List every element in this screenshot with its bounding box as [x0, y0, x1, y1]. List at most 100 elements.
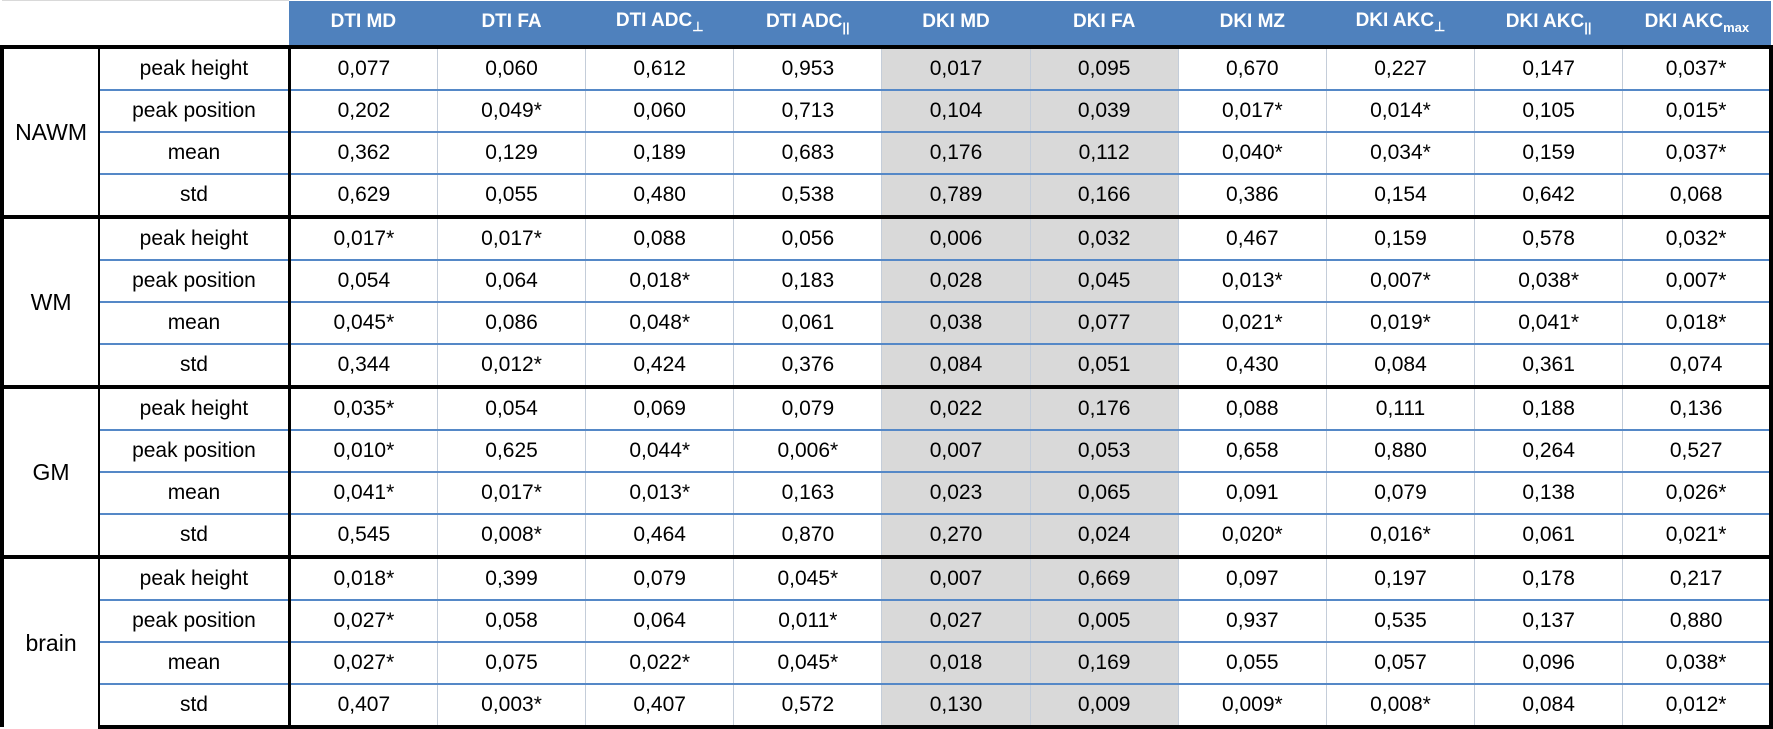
value-cell: 0,054: [436, 385, 586, 430]
table-row: GM peak height 0,035* 0,054 0,069 0,079 0,022 0…: [0, 385, 1773, 557]
table-row: mean 0,045* 0,086 0,048* 0,061 0,038 0,077 0,02…: [2, 301, 1773, 344]
value-cell: 0,045*: [733, 555, 882, 600]
value-cell: 0,166: [1029, 173, 1179, 217]
value-cell: 0,084: [881, 343, 1031, 387]
value-cell: 0,880: [1325, 429, 1475, 472]
value-cell: 0,007: [881, 555, 1031, 600]
value-cell: 0,169: [1029, 641, 1179, 684]
value-cell: 0,104: [881, 89, 1031, 132]
value-cell: 0,018*: [585, 259, 734, 302]
value-cell: 0,129: [436, 131, 586, 174]
value-cell: 0,578: [1474, 215, 1623, 260]
value-cell: 0,713: [733, 89, 882, 132]
value-cell: 0,053: [1029, 429, 1179, 472]
value-cell: 0,027*: [288, 641, 438, 684]
column-header-subscript: ||: [842, 19, 850, 35]
column-header-label: DKI MZ: [1219, 10, 1286, 32]
value-cell: 0,527: [1622, 429, 1773, 472]
value-cell: 0,045: [1029, 259, 1179, 302]
column-header: DKI AKC⊥: [1326, 0, 1475, 49]
value-cell: 0,097: [1177, 555, 1327, 600]
value-cell: 0,538: [733, 173, 882, 217]
value-cell: 0,163: [733, 471, 882, 514]
value-cell: 0,020*: [1177, 513, 1327, 557]
value-cell: 0,683: [733, 131, 882, 174]
value-cell: 0,572: [733, 683, 882, 729]
measure-cell: peak height: [99, 385, 291, 430]
column-header-label: DTI ADC: [766, 10, 843, 32]
column-header: DKI AKC||: [1474, 0, 1623, 49]
column-header: DTI ADC⊥: [585, 0, 734, 49]
column-header-subscript: max: [1723, 19, 1750, 35]
column-header-label: DKI FA: [1073, 10, 1136, 32]
value-cell: 0,464: [585, 513, 734, 557]
value-cell: 0,202: [288, 89, 438, 132]
value-cell: 0,084: [1325, 343, 1475, 387]
column-header-label: DTI ADC: [615, 10, 693, 32]
value-cell: 0,006: [881, 215, 1031, 260]
value-cell: 0,060: [436, 45, 586, 90]
measure-cell: mean: [99, 641, 291, 684]
value-cell: 0,045*: [733, 641, 882, 684]
value-cell: 0,091: [1177, 471, 1327, 514]
table-row: mean 0,362 0,129 0,189 0,683 0,176 0,112 0,040*…: [2, 131, 1773, 174]
table-row: peak position 0,054 0,064 0,018* 0,183 0,028 0…: [2, 259, 1773, 302]
value-cell: 0,399: [436, 555, 586, 600]
value-cell: 0,007*: [1622, 259, 1773, 302]
value-cell: 0,037*: [1622, 131, 1773, 174]
table-row: brain peak height 0,018* 0,399 0,079 0,045* 0,…: [0, 555, 1773, 727]
region-cell: brain: [0, 555, 101, 727]
value-cell: 0,075: [436, 641, 586, 684]
table-row: mean 0,041* 0,017* 0,013* 0,163 0,023 0,065 0,0…: [2, 471, 1773, 514]
table-row: peak position 0,010* 0,625 0,044* 0,006* 0,00…: [2, 429, 1773, 472]
value-cell: 0,189: [585, 131, 734, 174]
measure-cell: peak position: [99, 599, 291, 642]
value-cell: 0,017*: [1177, 89, 1327, 132]
value-cell: 0,027*: [288, 599, 438, 642]
value-cell: 0,061: [1474, 513, 1623, 557]
measure-cell: std: [99, 173, 291, 217]
value-cell: 0,008*: [436, 513, 586, 557]
value-cell: 0,009*: [1177, 683, 1327, 729]
value-cell: 0,013*: [1177, 259, 1327, 302]
value-cell: 0,005: [1029, 599, 1179, 642]
value-cell: 0,376: [733, 343, 882, 387]
measure-cell: mean: [99, 131, 291, 174]
value-cell: 0,003*: [436, 683, 586, 729]
value-cell: 0,870: [733, 513, 882, 557]
table-row: std 0,344 0,012* 0,424 0,376 0,084 0,051 0,430 0…: [2, 343, 1773, 387]
value-cell: 0,040*: [1177, 131, 1327, 174]
value-cell: 0,188: [1474, 385, 1623, 430]
measure-cell: peak position: [99, 89, 291, 132]
value-cell: 0,069: [585, 385, 734, 430]
value-cell: 0,467: [1177, 215, 1327, 260]
value-cell: 0,084: [1474, 683, 1623, 729]
value-cell: 0,045*: [288, 301, 438, 344]
value-cell: 0,007*: [1325, 259, 1475, 302]
column-header-subscript: ⊥: [1434, 19, 1446, 35]
table-row: std 0,545 0,008* 0,464 0,870 0,270 0,024 0,020*…: [2, 513, 1773, 557]
value-cell: 0,430: [1177, 343, 1327, 387]
value-cell: 0,038*: [1474, 259, 1623, 302]
value-cell: 0,018: [881, 641, 1031, 684]
value-cell: 0,136: [1622, 385, 1773, 430]
value-cell: 0,079: [585, 555, 734, 600]
value-cell: 0,017*: [436, 471, 586, 514]
column-header-label: DKI AKC: [1505, 10, 1585, 32]
value-cell: 0,023: [881, 471, 1031, 514]
value-cell: 0,034*: [1325, 131, 1475, 174]
column-header: DTI MD: [289, 0, 438, 49]
value-cell: 0,138: [1474, 471, 1623, 514]
value-cell: 0,055: [1177, 641, 1327, 684]
value-cell: 0,016*: [1325, 513, 1475, 557]
value-cell: 0,065: [1029, 471, 1179, 514]
table-row: mean 0,027* 0,075 0,022* 0,045* 0,018 0,169 0,0…: [2, 641, 1773, 684]
value-cell: 0,217: [1622, 555, 1773, 600]
column-header-subscript: ⊥: [692, 19, 704, 35]
column-header-label: DTI FA: [481, 10, 542, 32]
measure-cell: peak height: [99, 215, 291, 260]
value-cell: 0,012*: [436, 343, 586, 387]
value-cell: 0,612: [585, 45, 734, 90]
value-cell: 0,068: [1622, 173, 1773, 217]
region-cell: GM: [0, 385, 101, 557]
